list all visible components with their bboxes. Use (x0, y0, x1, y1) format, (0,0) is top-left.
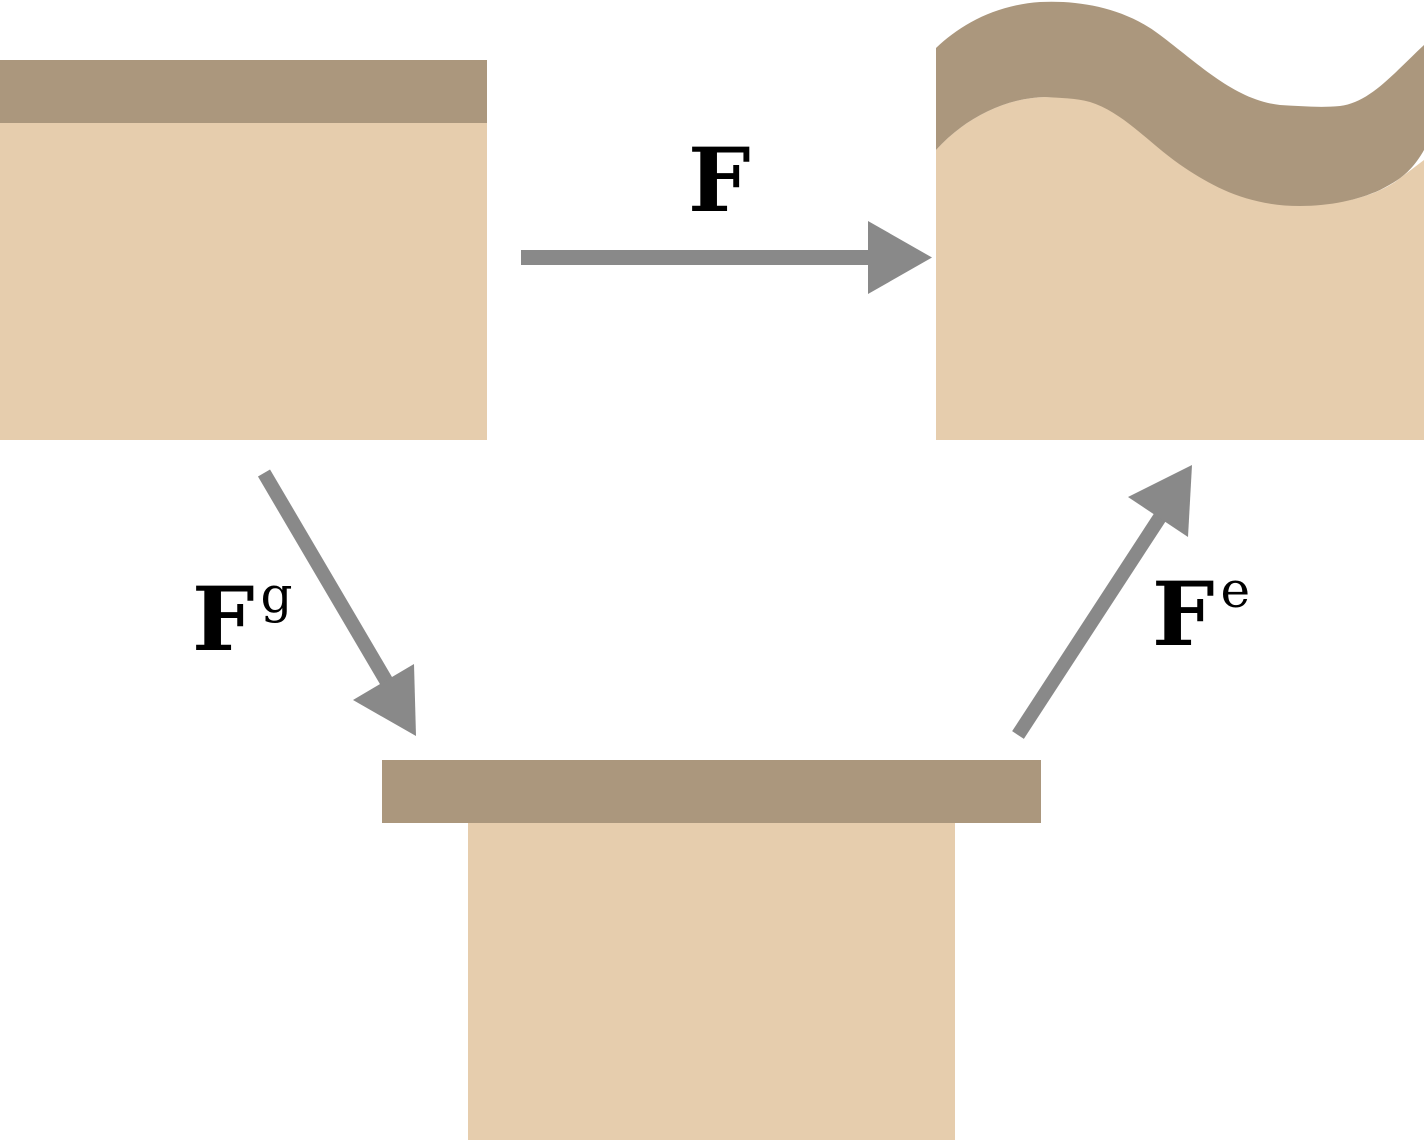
elastic-main: F (1152, 562, 1214, 666)
current-configuration (936, 1, 1424, 440)
arrow-growth-deformation (257, 469, 416, 736)
growth-superscript: g (260, 566, 292, 624)
elastic-superscript: e (1220, 561, 1250, 619)
grown-substrate (468, 822, 955, 1140)
current-substrate (936, 97, 1424, 440)
arrow-total-deformation (521, 221, 932, 294)
growth-main: F (192, 567, 254, 671)
current-film (936, 1, 1424, 207)
grown-configuration (382, 760, 1041, 1140)
reference-film (0, 60, 487, 123)
grown-film (382, 760, 1041, 823)
arrow-elastic-deformation (1012, 465, 1192, 739)
reference-substrate (0, 122, 487, 440)
reference-configuration (0, 60, 487, 440)
label-total-deformation: F (688, 128, 750, 232)
